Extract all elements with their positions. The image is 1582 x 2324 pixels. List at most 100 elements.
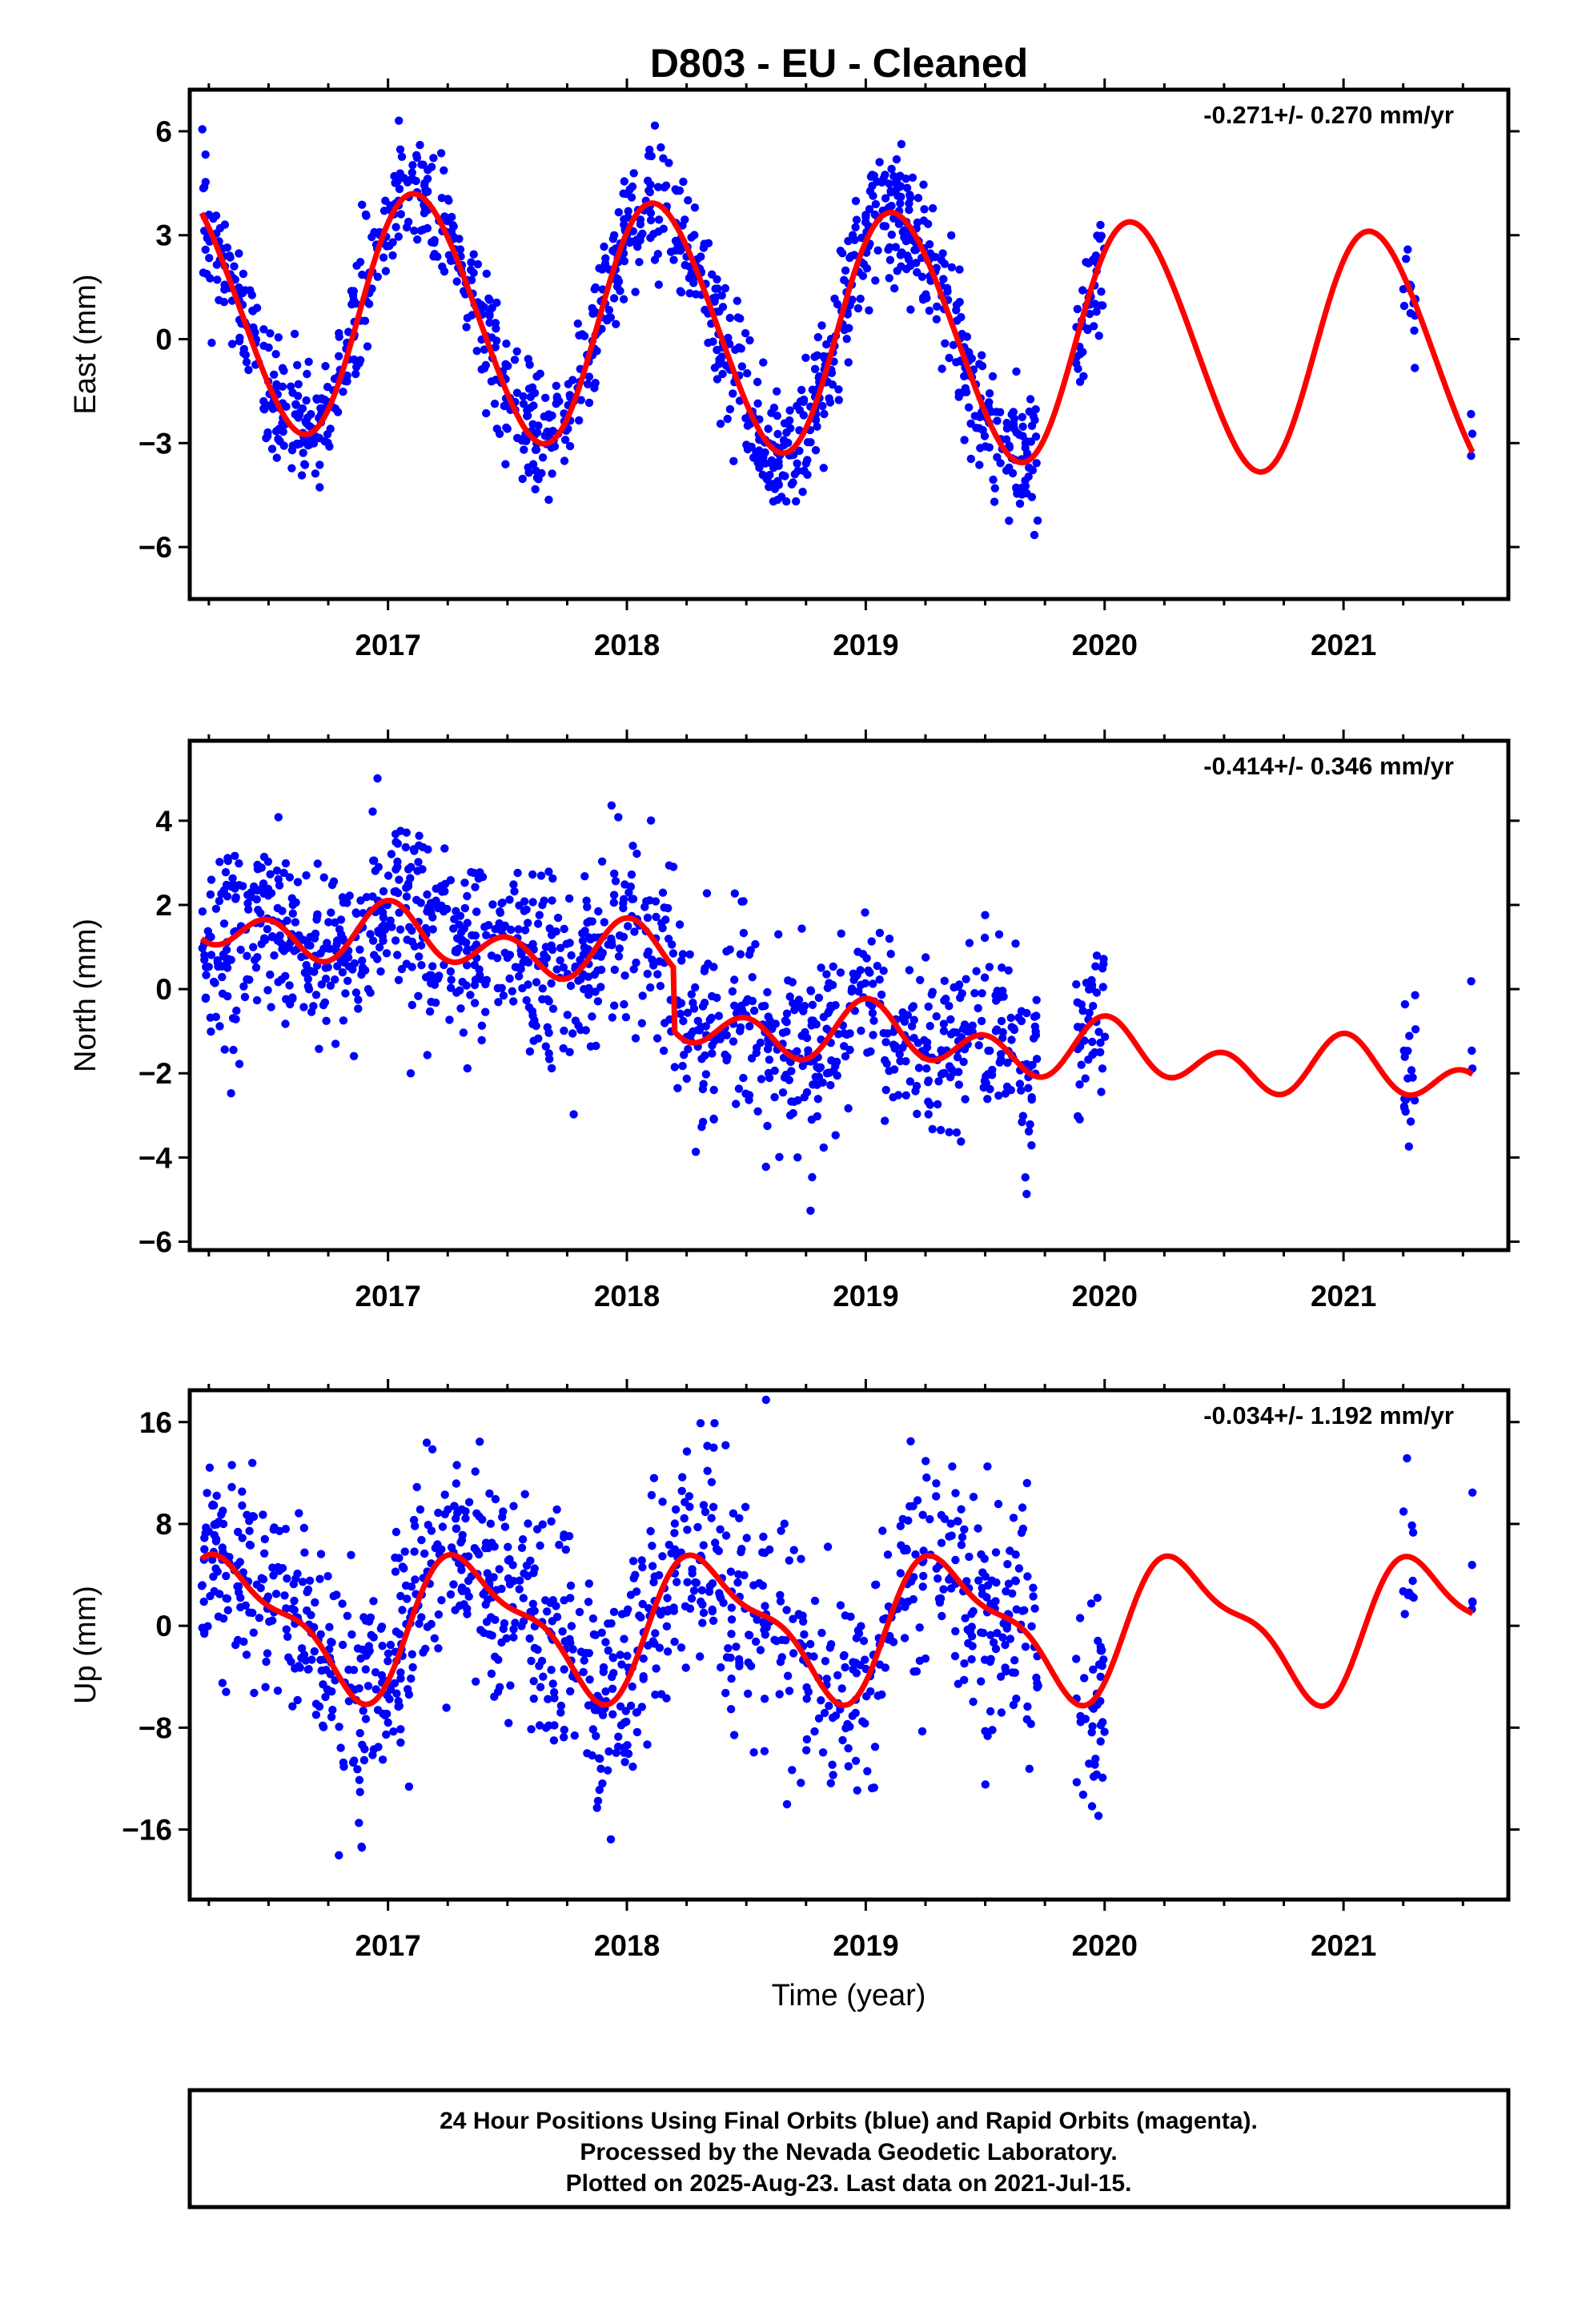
data-point (327, 1712, 336, 1722)
data-point (877, 990, 886, 999)
data-point (765, 482, 773, 492)
data-point (970, 412, 980, 420)
data-point (1030, 1604, 1039, 1613)
data-point (408, 161, 417, 170)
x-tick-label: 2019 (833, 1929, 898, 1962)
data-point (977, 1016, 986, 1026)
data-point (358, 1645, 367, 1655)
data-point (433, 902, 442, 911)
data-point (585, 917, 594, 926)
data-point (536, 369, 544, 378)
data-point (761, 1001, 769, 1011)
data-point (692, 290, 701, 299)
data-point (1076, 1718, 1086, 1727)
data-point (721, 1441, 730, 1449)
data-point (287, 464, 296, 472)
data-point (358, 200, 367, 209)
data-point (509, 1625, 518, 1634)
data-point (249, 323, 258, 332)
data-point (714, 1546, 723, 1556)
data-point (1096, 1672, 1105, 1681)
data-point (274, 1562, 283, 1572)
data-point (464, 1576, 473, 1586)
data-point (861, 1719, 869, 1728)
data-point (552, 1505, 561, 1514)
data-point (638, 991, 647, 1000)
data-point (361, 1665, 370, 1674)
data-point (646, 215, 656, 225)
data-point (279, 441, 288, 450)
data-point (322, 1016, 331, 1026)
data-point (509, 1502, 518, 1510)
data-point (980, 1554, 989, 1563)
data-point (1005, 517, 1014, 525)
data-point (765, 1545, 774, 1554)
data-point (979, 1083, 988, 1092)
data-point (288, 909, 297, 918)
data-point (590, 970, 599, 979)
plot-frame (187, 738, 1511, 1252)
data-point (753, 448, 763, 458)
data-point (351, 988, 361, 997)
data-point (632, 849, 641, 858)
data-point (311, 469, 320, 478)
data-point (810, 1727, 819, 1736)
data-point (528, 870, 537, 879)
data-point (418, 865, 427, 874)
data-point (940, 976, 950, 986)
data-point (527, 1725, 536, 1734)
data-point (357, 1842, 366, 1852)
data-point (699, 1501, 709, 1510)
data-point (646, 208, 656, 218)
data-point (423, 890, 432, 899)
data-point (871, 276, 880, 285)
data-point (373, 272, 382, 281)
y-tick-label: −16 (122, 1814, 172, 1847)
data-point (654, 280, 663, 289)
data-point (630, 927, 639, 936)
data-point (519, 400, 528, 408)
data-point (980, 973, 990, 982)
data-point (584, 1598, 593, 1606)
data-point (820, 1708, 829, 1718)
y-tick-label: 16 (139, 1406, 172, 1439)
data-point (227, 1461, 236, 1470)
data-point (653, 970, 662, 979)
data-point (745, 336, 754, 345)
data-point (227, 1482, 236, 1492)
data-point (736, 950, 745, 959)
data-point (281, 858, 291, 868)
data-point (575, 416, 584, 425)
data-point (430, 1634, 439, 1642)
data-point (748, 973, 757, 982)
data-point (222, 1687, 231, 1696)
data-point (685, 289, 694, 298)
data-point (1404, 1142, 1414, 1151)
data-point (413, 235, 422, 244)
data-point (532, 978, 541, 987)
data-point (288, 1702, 297, 1711)
data-point (482, 269, 491, 278)
data-point (298, 1578, 307, 1586)
data-point (1096, 220, 1105, 230)
data-point (760, 1747, 769, 1755)
data-point (490, 1692, 499, 1701)
data-point (696, 1419, 705, 1428)
data-point (639, 1672, 648, 1681)
data-point (467, 265, 476, 275)
data-point (928, 1124, 937, 1134)
data-point (361, 210, 371, 219)
data-point (495, 1565, 504, 1574)
data-point (536, 1683, 545, 1691)
data-point (745, 1022, 754, 1031)
data-point (777, 1526, 785, 1535)
data-point (547, 1517, 556, 1526)
y-tick-label: −3 (139, 427, 172, 460)
data-point (997, 1016, 1006, 1026)
data-point (708, 1049, 717, 1058)
data-point (921, 1457, 930, 1466)
data-point (235, 333, 244, 342)
data-point (354, 1004, 363, 1013)
data-point (580, 927, 589, 935)
data-point (703, 1441, 712, 1450)
